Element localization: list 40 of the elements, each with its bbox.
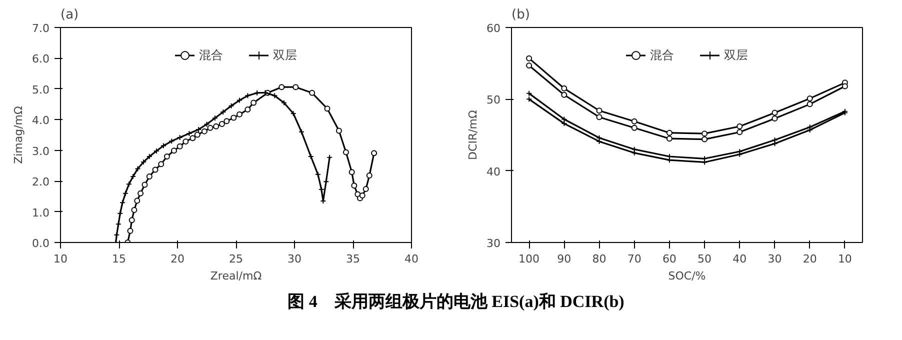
x-tick-label: 50	[698, 252, 712, 266]
y-tick-label: 40	[486, 165, 501, 178]
legend-label: 双层	[724, 46, 748, 64]
y-tick-label: 1.0	[32, 206, 50, 220]
x-tick-label: 20	[170, 252, 184, 266]
y-tick-label: 5.0	[32, 83, 50, 96]
y-axis-title: Zimag/mΩ	[12, 106, 26, 164]
x-tick-label: 20	[802, 252, 817, 266]
x-tick-label: 25	[229, 252, 243, 266]
x-tick-label: 10	[838, 252, 852, 266]
x-tick-label: 70	[627, 252, 642, 266]
x-tick-label: 40	[732, 252, 747, 266]
x-tick-label: 100	[518, 252, 540, 266]
y-tick-label: 6.0	[32, 52, 50, 66]
x-tick-label: 35	[346, 252, 360, 266]
legend-label: 双层	[273, 46, 297, 64]
y-tick-label: 7.0	[32, 22, 50, 35]
y-tick-label: 60	[486, 22, 501, 35]
chart-title: (b)	[512, 8, 530, 22]
x-axis-title: SOC/%	[668, 270, 706, 282]
y-tick-label: 4.0	[32, 114, 50, 128]
legend-label: 混合	[650, 46, 674, 64]
y-tick-label: 3.0	[32, 144, 50, 158]
x-tick-label: 80	[592, 252, 606, 266]
x-tick-label: 10	[54, 252, 68, 266]
y-tick-label: 50	[486, 94, 501, 107]
x-tick-label: 60	[662, 252, 676, 266]
x-tick-label: 90	[557, 252, 572, 266]
chart-title: (a)	[60, 8, 79, 22]
x-axis-title: Zreal/mΩ	[210, 270, 262, 282]
y-tick-label: 0.0	[32, 237, 50, 250]
x-tick-label: 30	[768, 252, 782, 266]
y-axis-title: DCIR/mΩ	[466, 110, 480, 160]
legend-label: 混合	[199, 46, 223, 64]
y-tick-label: 2.0	[32, 176, 50, 189]
y-tick-label: 30	[486, 237, 501, 250]
x-tick-label: 40	[404, 252, 418, 266]
x-tick-label: 15	[112, 252, 126, 266]
x-tick-label: 30	[288, 252, 302, 266]
caption: 图 4 采用两组极片的电池 EIS(a)和 DCIR(b)	[288, 291, 624, 313]
